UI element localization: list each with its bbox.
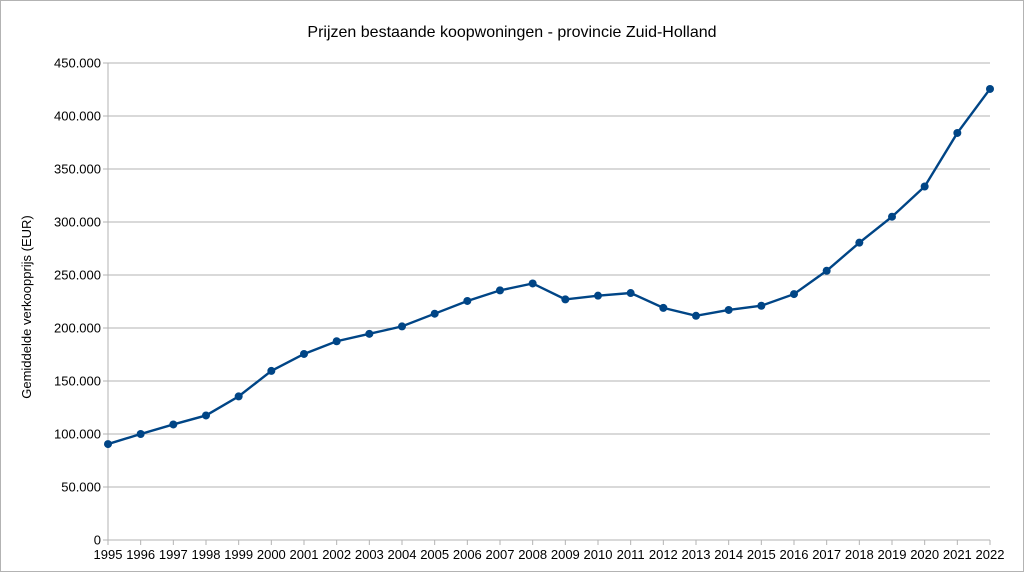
data-point xyxy=(398,322,406,331)
data-point xyxy=(430,309,439,318)
x-tick-label: 2019 xyxy=(878,547,907,562)
data-point xyxy=(594,291,602,300)
y-tick-label: 350.000 xyxy=(54,162,101,177)
x-tick-label: 2012 xyxy=(649,547,678,562)
y-tick-label: 50.000 xyxy=(61,480,101,495)
x-tick-label: 2020 xyxy=(910,547,939,562)
y-axis-label: Gemiddelde verkoopprijs (EUR) xyxy=(19,215,34,399)
data-point xyxy=(692,311,700,320)
y-tick-label: 0 xyxy=(94,533,101,548)
x-tick-label: 2003 xyxy=(355,547,384,562)
y-tick-label: 150.000 xyxy=(54,374,101,389)
data-point xyxy=(234,392,243,401)
data-point xyxy=(986,84,994,93)
data-point xyxy=(855,238,864,247)
data-point xyxy=(659,303,668,312)
x-tick-label: 1995 xyxy=(94,547,123,562)
chart-title: Prijzen bestaande koopwoningen - provinc… xyxy=(307,24,716,41)
series-line xyxy=(107,88,991,446)
data-point xyxy=(561,295,570,304)
x-tick-label: 2014 xyxy=(714,547,743,562)
axes xyxy=(103,62,991,545)
data-point xyxy=(822,266,831,275)
data-point xyxy=(790,290,798,299)
data-point xyxy=(757,301,766,310)
x-tick-label: 2002 xyxy=(322,547,351,562)
x-tick-label: 2008 xyxy=(518,547,547,562)
gridlines xyxy=(108,62,990,488)
series-layer xyxy=(104,84,994,449)
data-point xyxy=(920,182,929,191)
x-tick-label: 2006 xyxy=(453,547,482,562)
x-tick-labels: 1995 1996 1997 1998 1999 2000 2001 2002 2003 2004… xyxy=(94,547,1005,562)
x-tick-label: 2011 xyxy=(617,547,645,562)
data-point xyxy=(496,286,504,295)
x-tick-label: 1996 xyxy=(126,547,155,562)
y-tick-label: 450.000 xyxy=(54,56,101,71)
data-point xyxy=(332,337,341,346)
x-tick-label: 2017 xyxy=(812,547,841,562)
x-tick-label: 2000 xyxy=(257,547,286,562)
x-tick-label: 2018 xyxy=(845,547,874,562)
y-tick-label: 200.000 xyxy=(54,321,101,336)
data-point xyxy=(300,349,308,358)
y-tick-labels: 0 50.000 100.000 150.000 200.000 250.000 300.0… xyxy=(54,56,101,548)
y-tick-label: 400.000 xyxy=(54,109,101,124)
y-tick-label: 250.000 xyxy=(54,268,101,283)
x-tick-label: 2010 xyxy=(584,547,613,562)
data-point xyxy=(365,329,374,338)
data-point xyxy=(136,430,145,438)
x-tick-label: 1998 xyxy=(192,547,221,562)
x-tick-label: 1997 xyxy=(159,547,188,562)
x-tick-label: 2013 xyxy=(682,547,711,562)
data-point xyxy=(724,305,733,314)
x-tick-label: 2016 xyxy=(780,547,809,562)
x-tick-label: 2007 xyxy=(486,547,515,562)
data-point xyxy=(888,212,896,221)
x-tick-label: 2009 xyxy=(551,547,580,562)
data-point xyxy=(528,279,537,288)
y-tick-label: 300.000 xyxy=(54,215,101,230)
data-point xyxy=(626,289,635,298)
data-point xyxy=(104,440,112,449)
data-point xyxy=(463,296,472,305)
x-tick-label: 2022 xyxy=(976,547,1005,562)
data-point xyxy=(202,411,210,420)
x-tick-label: 2021 xyxy=(943,547,972,562)
data-point xyxy=(267,366,276,375)
data-point xyxy=(169,420,178,429)
x-tick-label: 2015 xyxy=(747,547,776,562)
x-tick-label: 2004 xyxy=(388,547,417,562)
data-point xyxy=(953,128,962,137)
x-tick-label: 2005 xyxy=(420,547,449,562)
x-tick-label: 1999 xyxy=(224,547,253,562)
x-tick-label: 2001 xyxy=(290,547,319,562)
y-tick-label: 100.000 xyxy=(54,427,101,442)
